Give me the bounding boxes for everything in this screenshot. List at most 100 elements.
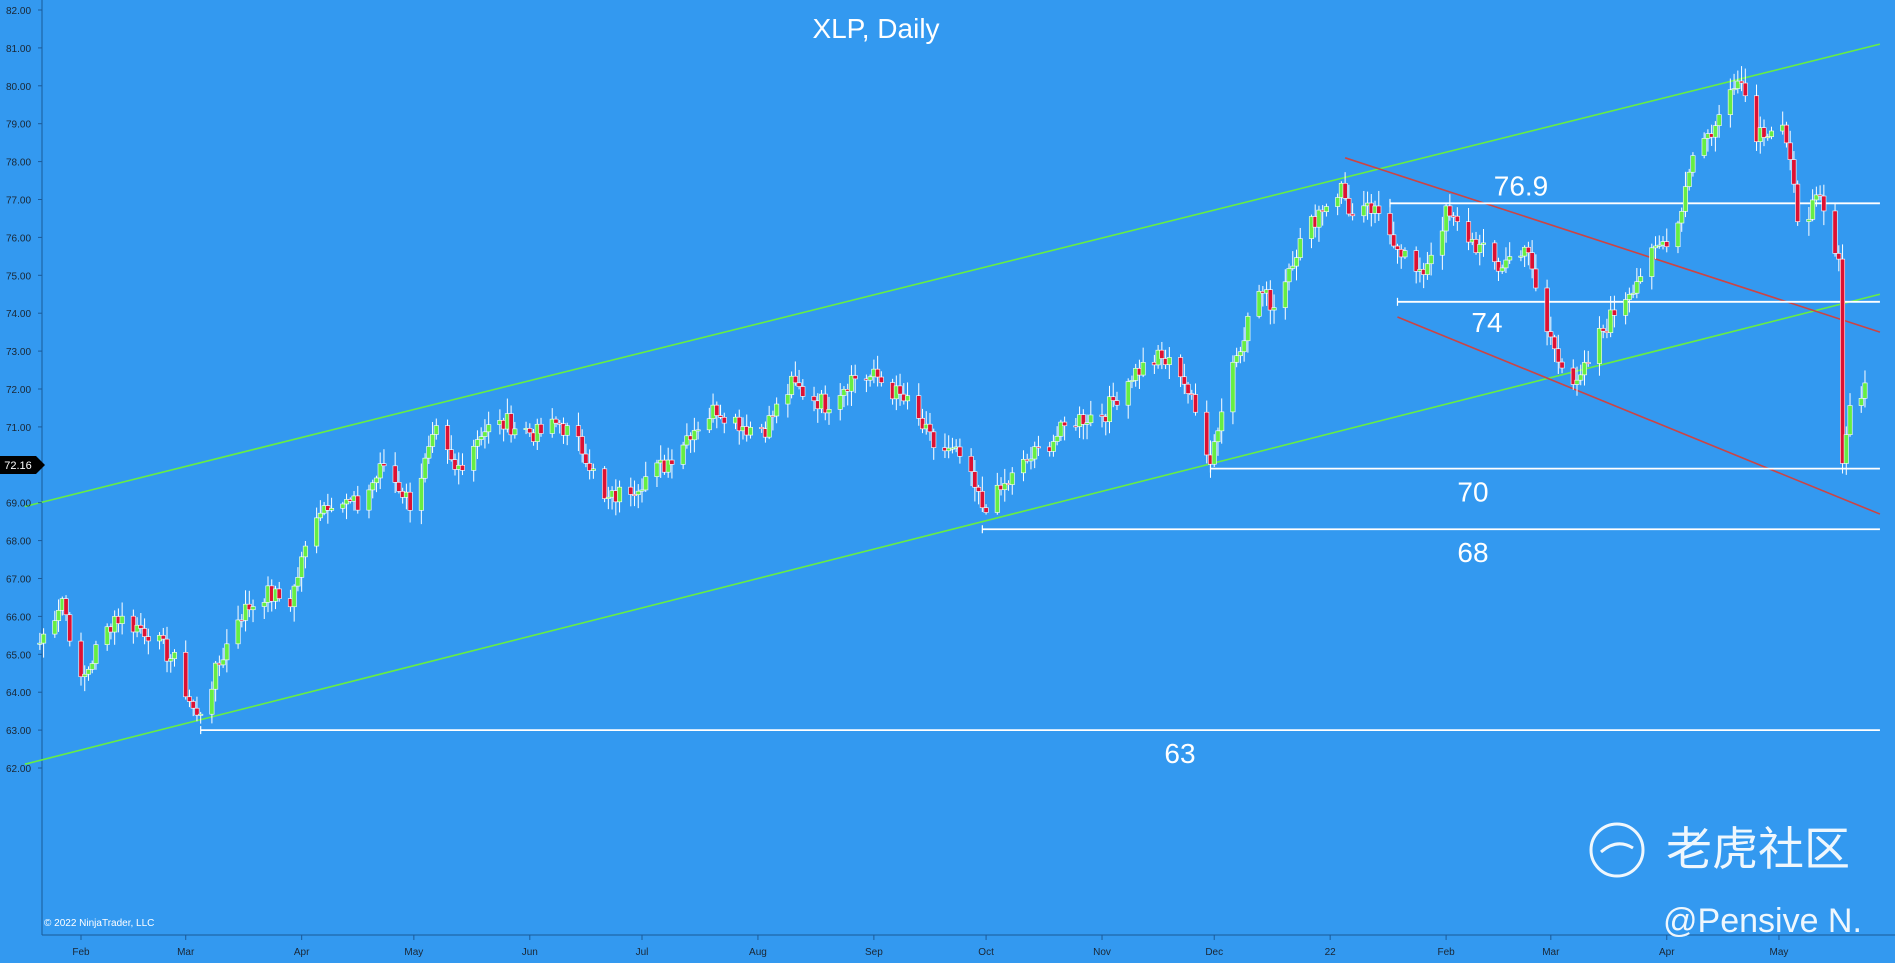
candle-body [905, 395, 911, 402]
candle-body [482, 431, 488, 437]
candle-body [617, 486, 623, 503]
candle-body [474, 439, 480, 447]
y-tick-label: 74.00 [6, 309, 31, 320]
candle-body [1544, 287, 1550, 332]
candle [130, 609, 136, 644]
candle-body [291, 585, 297, 608]
candle-body [1335, 197, 1341, 207]
x-tick-label: Jul [636, 947, 649, 958]
x-tick-label: Jun [522, 947, 538, 958]
candle [1768, 126, 1774, 140]
candle [1391, 221, 1397, 249]
candle [1028, 446, 1034, 470]
candle [160, 627, 166, 644]
candle [1237, 346, 1243, 364]
candle-body [968, 455, 974, 472]
level-label: 70 [1457, 477, 1488, 508]
candle-body [243, 603, 249, 621]
candle [957, 438, 963, 464]
candle [381, 449, 387, 472]
y-tick-label: 77.00 [6, 196, 31, 207]
candle-body [426, 446, 432, 459]
candle [1507, 242, 1513, 264]
candle [1241, 327, 1247, 362]
candle [564, 422, 570, 446]
candle-body [89, 663, 95, 670]
candle [471, 439, 477, 482]
candle-body [396, 482, 402, 492]
candle-body [796, 382, 802, 387]
candle [250, 599, 256, 623]
candle-body [1735, 80, 1741, 89]
candle [931, 428, 937, 460]
x-tick-label: Apr [1659, 947, 1675, 958]
candle-body [1533, 268, 1539, 289]
candle-body [1783, 124, 1789, 144]
candle-body [1346, 198, 1352, 215]
candle-body [590, 468, 596, 471]
candle-body [1204, 411, 1210, 456]
candle [1581, 350, 1587, 386]
candle [340, 501, 346, 513]
candle-body [433, 425, 439, 435]
candle [983, 504, 989, 515]
candle [1181, 363, 1187, 395]
candle [553, 416, 559, 428]
candle [355, 485, 361, 514]
candle [1611, 295, 1617, 328]
candle [1342, 172, 1348, 201]
candle-body [37, 642, 43, 645]
candle [1443, 202, 1449, 243]
candle-body [1806, 219, 1812, 222]
candle [448, 435, 454, 462]
candle-body [1058, 421, 1064, 437]
candle [78, 632, 84, 686]
y-tick-label: 81.00 [6, 44, 31, 55]
candle [1626, 287, 1632, 313]
candle-body [224, 643, 230, 661]
candle [1256, 284, 1262, 319]
candle [344, 493, 350, 520]
candle [433, 418, 439, 440]
candle-body [1630, 292, 1636, 295]
candle-body [1596, 328, 1602, 364]
candle [194, 696, 200, 722]
candle-body [355, 495, 361, 511]
candle [396, 471, 402, 494]
candle-body [605, 496, 611, 499]
candle-body [1237, 351, 1243, 357]
candle [329, 497, 335, 513]
candle-body [370, 482, 376, 491]
candle [1290, 251, 1296, 271]
candle [426, 435, 432, 464]
candle [800, 379, 806, 400]
candle [1125, 378, 1131, 419]
y-tick-label: 63.00 [6, 726, 31, 737]
candle [56, 599, 62, 632]
candle-body [1193, 394, 1199, 413]
candle-body [1110, 396, 1116, 401]
candle-body [1690, 155, 1696, 173]
y-tick-label: 80.00 [6, 82, 31, 93]
candle [1282, 269, 1288, 320]
candle-body [669, 459, 675, 465]
candle [1032, 441, 1038, 469]
candle-body [160, 635, 166, 640]
x-tick-label: May [404, 947, 423, 958]
candle-body [1350, 213, 1356, 217]
candle-body [1701, 138, 1707, 156]
candle [714, 401, 720, 429]
candle-body [1185, 383, 1191, 394]
candle-body [553, 418, 559, 424]
x-tick-label: Dec [1205, 947, 1223, 958]
candle-body [1466, 221, 1472, 243]
candle [295, 567, 301, 592]
candle [1817, 185, 1823, 201]
candle-body [1256, 291, 1262, 317]
candle [1346, 184, 1352, 217]
candle [1316, 205, 1322, 242]
candle-body [1518, 255, 1524, 258]
candle [1653, 236, 1659, 260]
candle-body [766, 415, 772, 438]
